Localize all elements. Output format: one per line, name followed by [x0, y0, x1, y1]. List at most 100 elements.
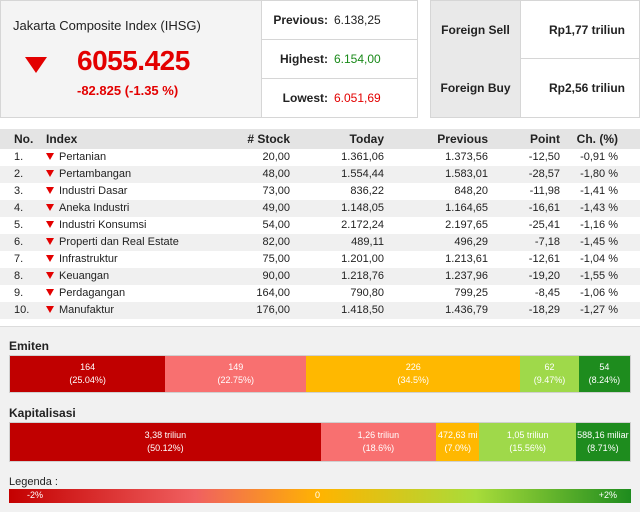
row-index-label: Properti dan Real Estate — [59, 236, 179, 248]
row-index: Aneka Industri — [46, 202, 129, 214]
table-row: 9. Perdagangan 164,00 790,80 799,25 -8,45 -1,0… — [0, 285, 640, 302]
table-row: 3. Industri Dasar 73,00 836,22 848,20 -11,98 -… — [0, 183, 640, 200]
row-change: -1,43 % — [580, 202, 618, 214]
stat-value: 6.051,69 — [334, 91, 381, 105]
segment-value: 226 — [405, 362, 421, 372]
row-stock: 73,00 — [262, 185, 290, 197]
row-stock: 75,00 — [262, 253, 290, 265]
row-stock: 20,00 — [262, 151, 290, 163]
row-today: 2.172,24 — [341, 219, 384, 231]
row-point: -19,20 — [528, 270, 560, 282]
emiten-title: Emiten — [9, 339, 50, 353]
emiten-segment: 226 (34.5%) — [306, 356, 521, 392]
table-row: 10. Manufaktur 176,00 1.418,50 1.436,79 -18,2… — [0, 302, 640, 319]
index-value: 6055.425 — [77, 45, 190, 76]
row-index: Pertanian — [46, 151, 106, 163]
kapitalisasi-segment: 472,63 mi (7.0%) — [436, 423, 480, 461]
row-no: 1. — [14, 151, 24, 163]
header-point: Point — [530, 132, 560, 146]
row-stock: 82,00 — [262, 236, 290, 248]
row-stock: 90,00 — [262, 270, 290, 282]
row-change: -1,45 % — [580, 236, 618, 248]
row-point: -11,98 — [529, 185, 560, 197]
stat-value: 6.154,00 — [334, 52, 381, 66]
table-header: No. Index # Stock Today Previous Point C… — [0, 129, 640, 149]
foreign-sell-label: Foreign Sell — [431, 1, 521, 59]
down-arrow-icon — [25, 57, 47, 73]
row-today: 1.148,05 — [341, 202, 384, 214]
down-triangle-icon — [46, 204, 54, 211]
segment-percent: (22.75%) — [217, 375, 255, 385]
row-index-label: Manufaktur — [59, 304, 115, 316]
header-change: Ch. (%) — [576, 132, 618, 146]
segment-percent: (50.12%) — [147, 443, 184, 453]
segment-value: 149 — [228, 362, 244, 372]
row-no: 4. — [14, 202, 24, 214]
row-no: 10. — [14, 304, 30, 316]
index-summary-box: Jakarta Composite Index (IHSG) 6055.425 … — [0, 0, 262, 118]
stat-previous: Previous: 6.138,25 — [262, 1, 418, 40]
segment-value: 588,16 miliar — [577, 430, 629, 440]
row-today: 1.361,06 — [341, 151, 384, 163]
summary-header: Jakarta Composite Index (IHSG) 6055.425 … — [0, 0, 640, 122]
row-no: 5. — [14, 219, 24, 231]
row-previous: 1.213,61 — [445, 253, 488, 265]
stat-label: Previous: — [273, 13, 328, 27]
emiten-segment: 54 (8.24%) — [578, 356, 630, 392]
segment-percent: (8.24%) — [588, 375, 621, 385]
row-change: -1,55 % — [580, 270, 618, 282]
row-index-label: Aneka Industri — [59, 202, 130, 214]
emiten-segment: 164 (25.04%) — [10, 356, 166, 392]
segment-value: 1,26 triliun — [357, 430, 400, 440]
row-change: -1,16 % — [580, 219, 618, 231]
row-change: -1,06 % — [580, 287, 618, 299]
row-index-label: Industri Konsumsi — [59, 219, 147, 231]
row-today: 1.554,44 — [341, 168, 384, 180]
segment-percent: (15.56%) — [509, 443, 546, 453]
table-row: 6. Properti dan Real Estate 82,00 489,11 496… — [0, 234, 640, 251]
row-today: 790,80 — [350, 287, 384, 299]
index-stats-box: Previous: 6.138,25 Highest: 6.154,00 Low… — [262, 0, 418, 118]
legend-title: Legenda : — [9, 476, 58, 488]
row-no: 7. — [14, 253, 24, 265]
segment-value: 62 — [544, 362, 555, 372]
down-triangle-icon — [46, 238, 54, 245]
segment-percent: (34.5%) — [397, 375, 429, 385]
segment-value: 1,05 triliun — [506, 430, 549, 440]
header-no: No. — [14, 132, 34, 146]
table-row: 4. Aneka Industri 49,00 1.148,05 1.164,65 -16… — [0, 200, 640, 217]
row-index-label: Pertambangan — [59, 168, 132, 180]
row-today: 1.418,50 — [341, 304, 384, 316]
segment-percent: (7.0%) — [444, 443, 471, 453]
row-no: 2. — [14, 168, 24, 180]
foreign-buy-label: Foreign Buy — [431, 59, 521, 117]
stat-label: Highest: — [280, 52, 328, 66]
row-previous: 1.583,01 — [445, 168, 488, 180]
row-index: Industri Konsumsi — [46, 219, 146, 231]
row-stock: 164,00 — [256, 287, 290, 299]
segment-value: 54 — [599, 362, 610, 372]
row-today: 1.201,00 — [341, 253, 384, 265]
row-point: -25,41 — [528, 219, 560, 231]
emiten-bar: 164 (25.04%) 149 (22.75%) 226 (34.5%) 62 (9.47%… — [9, 355, 631, 393]
row-no: 6. — [14, 236, 24, 248]
stat-highest: Highest: 6.154,00 — [262, 40, 418, 79]
emiten-segment: 62 (9.47%) — [520, 356, 579, 392]
down-triangle-icon — [46, 289, 54, 296]
row-index: Manufaktur — [46, 304, 114, 316]
table-row: 8. Keuangan 90,00 1.218,76 1.237,96 -19,20 -1,… — [0, 268, 640, 285]
row-stock: 54,00 — [262, 219, 290, 231]
stat-label: Lowest: — [282, 91, 328, 105]
segment-percent: (25.04%) — [69, 375, 106, 385]
row-point: -7,18 — [534, 236, 560, 248]
foreign-buy-value: Rp2,56 triliun — [548, 81, 625, 95]
row-no: 9. — [14, 287, 24, 299]
row-index: Pertambangan — [46, 168, 131, 180]
row-point: -18,29 — [528, 304, 560, 316]
foreign-sell-value: Rp1,77 triliun — [548, 23, 625, 37]
legend-max: +2% — [598, 490, 617, 500]
row-previous: 1.237,96 — [445, 270, 488, 282]
row-previous: 1.164,65 — [445, 202, 488, 214]
down-triangle-icon — [46, 170, 54, 177]
row-today: 836,22 — [350, 185, 384, 197]
